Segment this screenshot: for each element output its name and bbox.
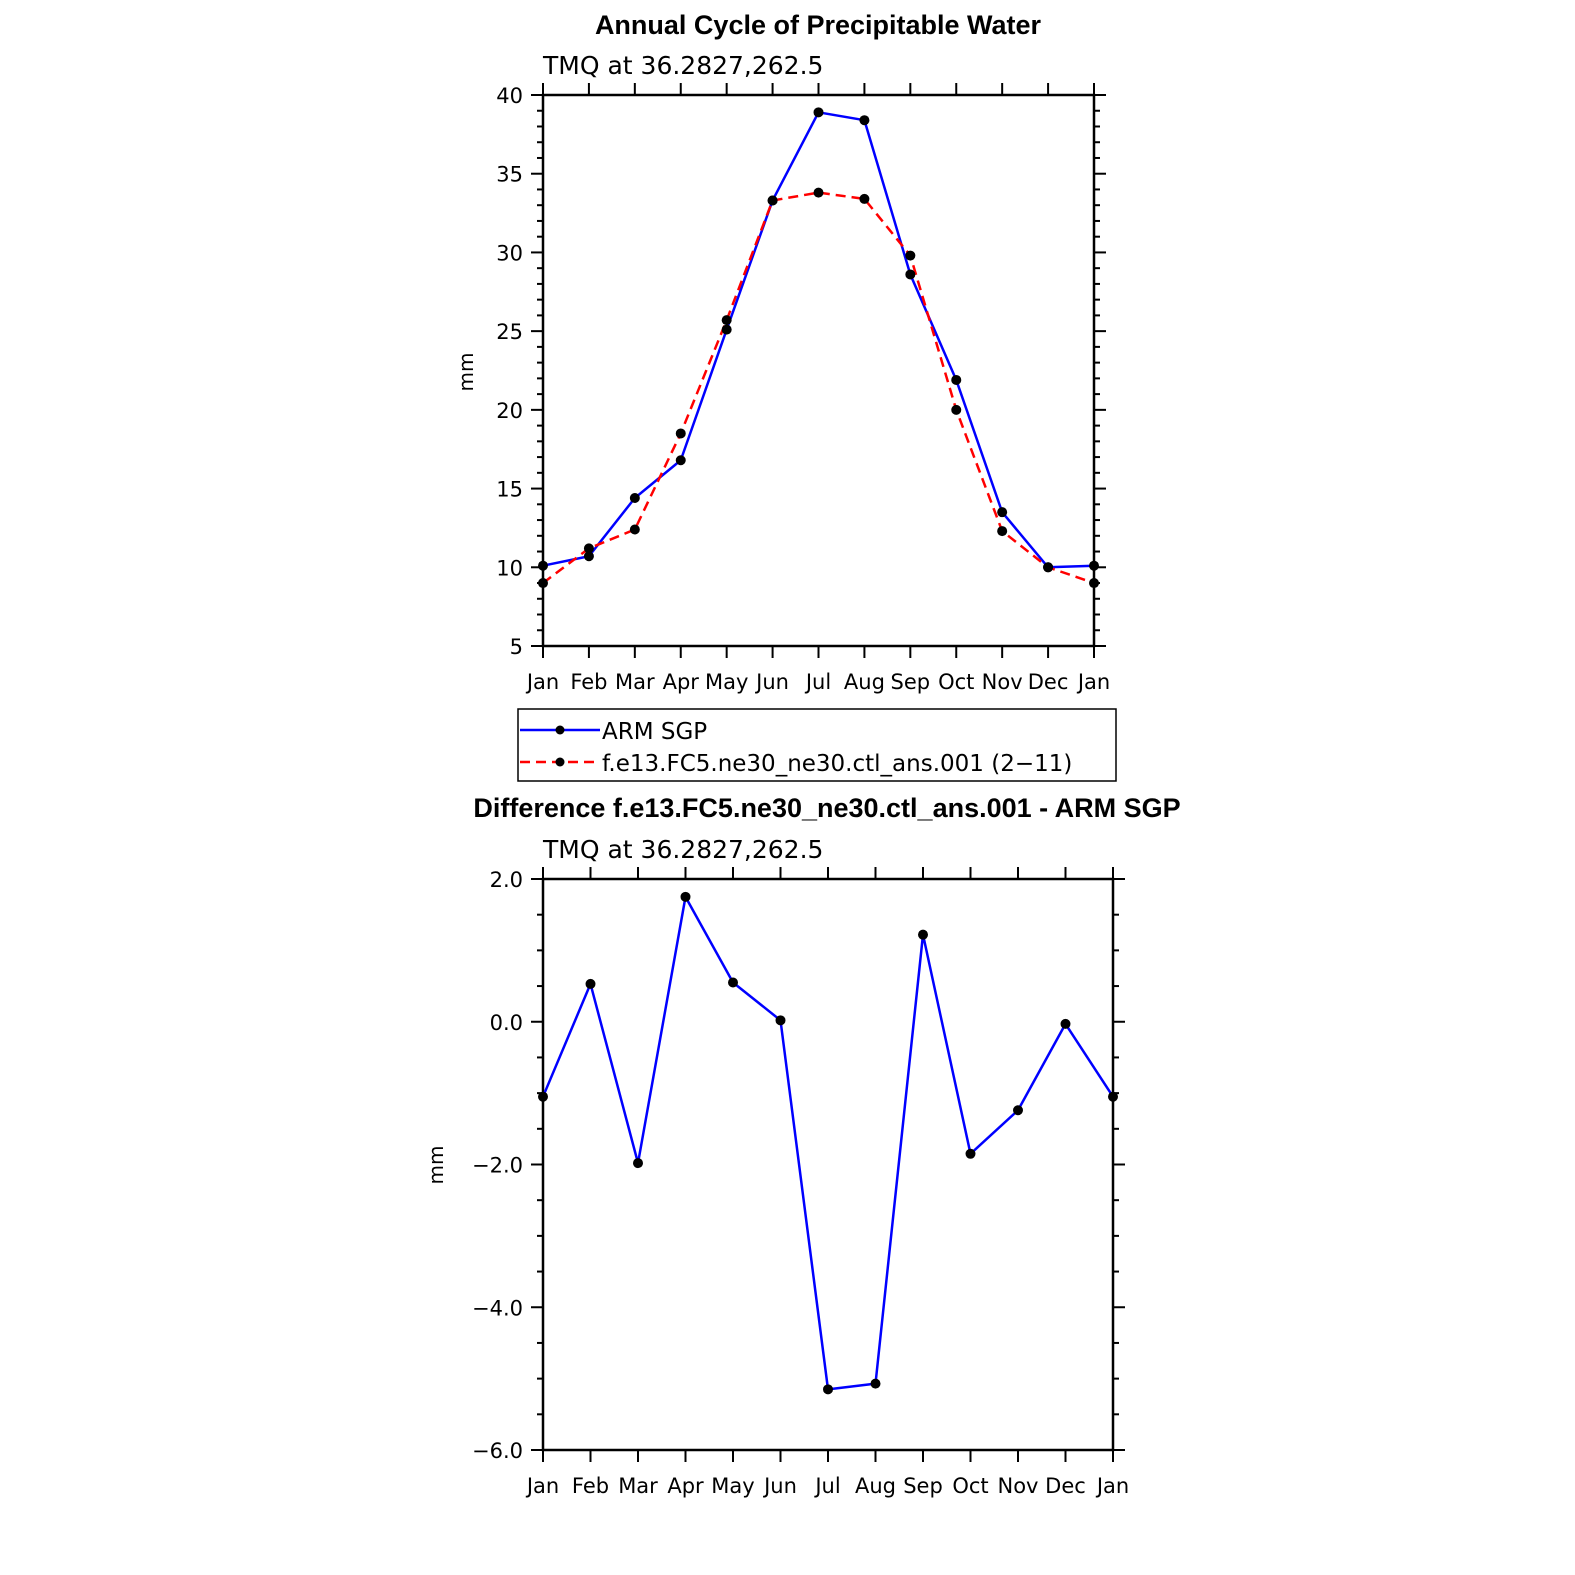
top-series-0-point bbox=[583, 551, 594, 562]
bottom-series-0-point bbox=[728, 977, 738, 988]
top-y-tick-label: 40 bbox=[496, 84, 523, 108]
bottom-x-tick-label: Sep bbox=[903, 1474, 943, 1498]
top-series-1-point bbox=[951, 404, 962, 415]
top-y-tick-label: 20 bbox=[496, 399, 523, 423]
bottom-y-axis-label: mm bbox=[424, 1146, 448, 1185]
top-x-tick-label: Feb bbox=[570, 670, 607, 694]
bottom-series-0-point bbox=[680, 891, 691, 902]
top-series-1-point bbox=[997, 526, 1008, 537]
top-series-1-point bbox=[629, 524, 640, 535]
top-series-1-point bbox=[721, 315, 732, 326]
top-x-tick-label: May bbox=[705, 670, 748, 694]
bottom-chart-subtitle: TMQ at 36.2827,262.5 bbox=[542, 835, 823, 864]
top-series-1-point bbox=[813, 187, 824, 198]
legend: ARM SGP f.e13.FC5.ne30_ne30.ctl_ans.001 … bbox=[517, 708, 1117, 782]
top-series-0-point bbox=[951, 374, 962, 385]
top-series-1-point bbox=[583, 543, 594, 554]
legend-marker-arm-sgp bbox=[555, 725, 565, 735]
bottom-series-0-point bbox=[965, 1148, 976, 1159]
bottom-plot-frame bbox=[541, 877, 1115, 1452]
bottom-x-tick-label: Nov bbox=[998, 1474, 1039, 1498]
bottom-series-0-point bbox=[1013, 1105, 1023, 1116]
top-x-tick-label: Aug bbox=[844, 670, 885, 694]
bottom-x-tick-label: Jan bbox=[1095, 1474, 1129, 1498]
top-y-tick-label: 5 bbox=[510, 635, 523, 659]
top-chart-title: Annual Cycle of Precipitable Water bbox=[595, 10, 1042, 40]
bottom-x-tick-label: Aug bbox=[855, 1474, 896, 1498]
top-series-0-point bbox=[721, 324, 732, 335]
bottom-series-0-point bbox=[918, 929, 928, 940]
top-series-1-point bbox=[675, 428, 686, 439]
top-chart-subtitle: TMQ at 36.2827,262.5 bbox=[542, 51, 823, 80]
top-x-tick-label: Jan bbox=[1076, 670, 1110, 694]
bottom-series-0-point bbox=[775, 1015, 786, 1026]
top-plot-area: Jan Feb Mar Apr May Jun Jul Aug Sep Oct Nov Dec Jan5… bbox=[496, 83, 1110, 694]
bottom-x-tick-label: May bbox=[711, 1474, 754, 1498]
bottom-series-0-point bbox=[538, 1091, 548, 1102]
top-y-tick-label: 25 bbox=[496, 320, 523, 344]
top-x-tick-label: Nov bbox=[982, 670, 1023, 694]
legend-marker-model bbox=[555, 757, 565, 767]
bottom-chart-title: Difference f.e13.FC5.ne30_ne30.ctl_ans.0… bbox=[473, 793, 1180, 823]
bottom-series-0-point bbox=[633, 1158, 643, 1169]
bottom-plot-area: Jan Feb Mar Apr May Jun Jul Aug Sep Oct Nov Dec Jan−… bbox=[472, 867, 1129, 1498]
top-series-1-point bbox=[1043, 562, 1054, 573]
top-series-1-point bbox=[1089, 578, 1099, 589]
legend-label-arm-sgp: ARM SGP bbox=[602, 719, 707, 745]
bottom-y-tick-label: 0.0 bbox=[490, 1011, 523, 1035]
top-series-1-point bbox=[767, 195, 778, 206]
bottom-y-tick-label: −4.0 bbox=[472, 1296, 523, 1320]
top-series-1-point bbox=[859, 193, 870, 204]
bottom-series-0-point bbox=[870, 1378, 881, 1389]
top-series-0-point bbox=[629, 493, 640, 504]
bottom-series-0-point bbox=[585, 978, 596, 989]
top-plot-frame bbox=[541, 93, 1096, 648]
top-y-tick-label: 35 bbox=[496, 163, 523, 187]
bottom-y-tick-label: 2.0 bbox=[490, 868, 523, 892]
legend-label-model: f.e13.FC5.ne30_ne30.ctl_ans.001 (2−11) bbox=[602, 751, 1072, 777]
top-x-tick-label: Mar bbox=[615, 670, 655, 694]
top-x-tick-label: Jun bbox=[754, 670, 789, 694]
top-x-tick-label: Oct bbox=[938, 670, 974, 694]
top-series-0-point bbox=[1089, 560, 1099, 571]
top-x-tick-label: Dec bbox=[1028, 670, 1069, 694]
top-x-tick-label: Jul bbox=[804, 670, 831, 694]
bottom-x-tick-label: Jul bbox=[813, 1474, 840, 1498]
bottom-series-0-point bbox=[823, 1384, 833, 1395]
bottom-y-tick-label: −6.0 bbox=[472, 1439, 523, 1463]
top-series-0-point bbox=[675, 455, 686, 466]
top-x-tick-label: Jan bbox=[525, 670, 559, 694]
bottom-x-tick-label: Jan bbox=[525, 1474, 559, 1498]
top-x-tick-label: Sep bbox=[891, 670, 931, 694]
bottom-y-tick-label: −2.0 bbox=[472, 1154, 523, 1178]
top-y-tick-label: 15 bbox=[496, 478, 523, 502]
top-x-tick-label: Apr bbox=[663, 670, 700, 694]
top-series-0-point bbox=[813, 107, 824, 118]
bottom-series-0-line bbox=[541, 895, 1115, 1391]
top-series-0-point bbox=[997, 507, 1008, 518]
bottom-series-0-point bbox=[1060, 1018, 1071, 1029]
bottom-x-tick-label: Mar bbox=[618, 1474, 658, 1498]
top-series-0-point bbox=[859, 115, 870, 126]
top-series-0-line bbox=[542, 111, 1095, 569]
top-y-tick-label: 30 bbox=[496, 241, 523, 265]
bottom-x-tick-label: Oct bbox=[952, 1474, 988, 1498]
top-y-tick-label: 10 bbox=[496, 556, 523, 580]
top-series-0-point bbox=[538, 560, 548, 571]
bottom-x-tick-label: Dec bbox=[1045, 1474, 1086, 1498]
bottom-series-0-point bbox=[1108, 1091, 1118, 1102]
top-series-1-point bbox=[538, 578, 548, 589]
bottom-x-tick-label: Feb bbox=[572, 1474, 609, 1498]
bottom-x-tick-label: Jun bbox=[762, 1474, 797, 1498]
top-y-axis-label: mm bbox=[454, 353, 478, 392]
bottom-x-tick-label: Apr bbox=[667, 1474, 704, 1498]
top-series-1-point bbox=[905, 250, 916, 261]
top-series-0-point bbox=[905, 269, 916, 280]
